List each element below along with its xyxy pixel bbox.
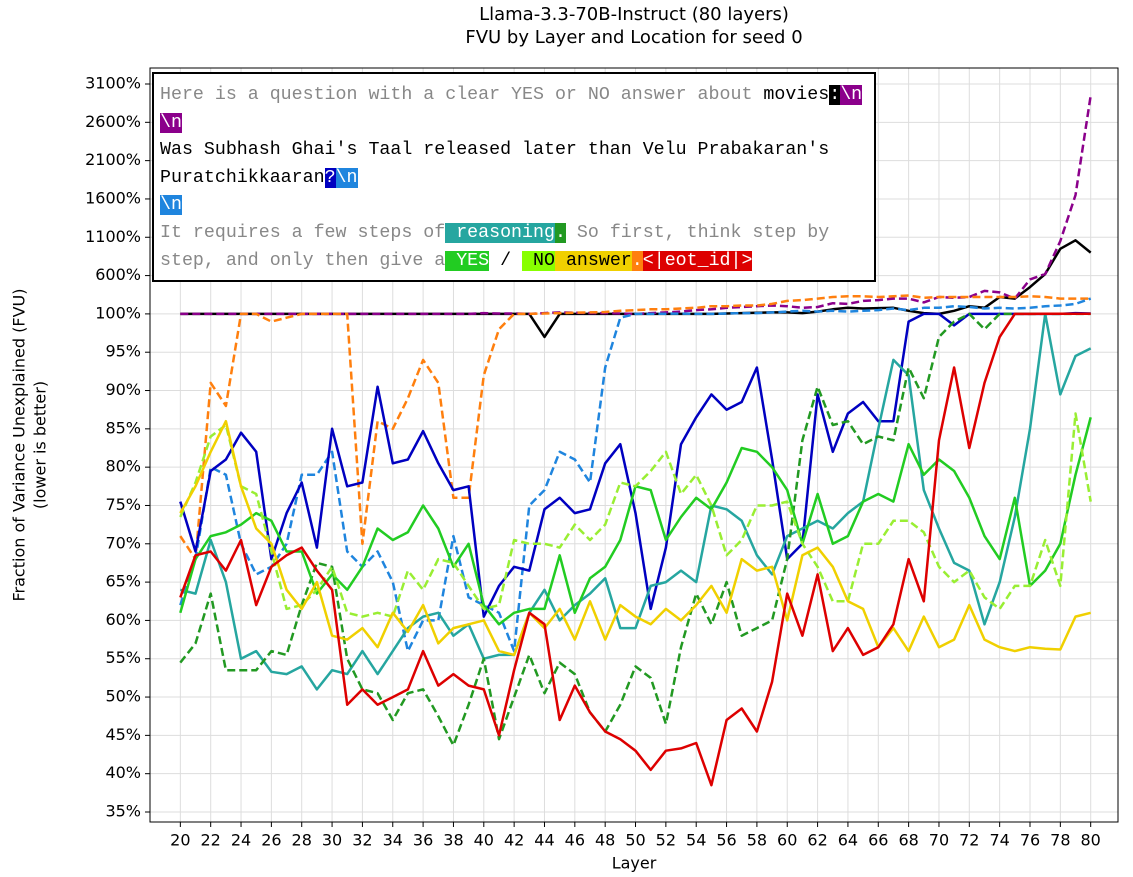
y-tick-label: 3100% [85,74,141,93]
prompt-text: Was Subhash Ghai's Taal released later t… [160,140,830,161]
prompt-line: \n [160,192,874,220]
x-tick-label: 30 [322,831,342,850]
x-tick-label: 28 [292,831,312,850]
y-tick-label: 75% [105,495,141,514]
highlighted-token: . [631,250,643,271]
x-tick-label: 44 [534,831,554,850]
y-tick-label: 95% [105,342,141,361]
y-tick-label: 40% [105,763,141,782]
x-tick-label: 38 [443,831,463,850]
series-line [179,419,1092,657]
series-line [179,312,1092,691]
x-tick-label: 72 [959,831,979,850]
prompt-text: / [489,250,523,271]
x-tick-label: 22 [201,831,221,850]
y-tick-label: 35% [105,802,141,821]
x-tick-label: 52 [656,831,676,850]
series-line [179,412,1092,618]
series-line [179,312,1091,747]
highlighted-token: reasoning [445,222,555,243]
highlighted-token: <|eot_id|> [642,250,753,271]
highlighted-token: ? [324,167,336,188]
x-tick-label: 50 [625,831,645,850]
x-tick-label: 42 [504,831,524,850]
y-tick-label: 600% [95,265,141,284]
plot-frame [149,67,1119,823]
highlighted-token: \n [840,85,863,105]
y-tick-label: 85% [105,418,141,437]
y-axis-label: Fraction of Variance Unexplained (FVU) [10,289,29,602]
x-axis-label: Layer [612,854,657,873]
series-line [179,294,1091,561]
x-tick-label: 46 [565,831,585,850]
prompt-text: Here is a question with a clear YES or N… [160,85,764,105]
chart-title: Llama-3.3-70B-Instruct (80 layers) [479,4,789,25]
highlighted-token: \n [335,167,358,188]
y-tick-label: 70% [105,533,141,552]
x-tick-label: 66 [868,831,888,850]
y-tick-label: 65% [105,572,141,591]
x-tick-label: 54 [686,831,706,850]
y-tick-label: 90% [105,380,141,399]
series-line [179,297,1092,653]
highlighted-token: : [829,85,841,105]
y-tick-label: 50% [105,687,141,706]
prompt-text: Puratchikkaaran [160,167,325,188]
x-tick-label: 60 [777,831,797,850]
x-tick-label: 34 [383,831,403,850]
prompt-line: \n [160,110,874,138]
highlighted-token: \n [160,112,182,133]
y-tick-label: 60% [105,610,141,629]
x-tick-label: 64 [838,831,858,850]
x-tick-label: 40 [474,831,494,850]
x-tick-label: 32 [352,831,372,850]
x-tick-label: 78 [1050,831,1070,850]
x-tick-label: 20 [170,831,190,850]
x-tick-label: 58 [747,831,767,850]
highlighted-token: YES [445,250,490,271]
y-tick-label: 1100% [85,227,141,246]
series-line [179,311,1091,618]
y-tick-label: 55% [105,648,141,667]
highlighted-token: NO [522,250,555,271]
y-tick-label: 2100% [85,150,141,169]
highlighted-token: answer [554,250,632,271]
x-tick-label: 26 [261,831,281,850]
highlighted-token: . [554,222,566,243]
x-tick-label: 24 [231,831,251,850]
x-tick-label: 56 [716,831,736,850]
x-tick-label: 76 [1020,831,1040,850]
highlighted-token: \n [160,195,182,216]
x-tick-label: 36 [413,831,433,850]
prompt-line: It requires a few steps of reasoning. So… [160,220,874,248]
prompt-line: Was Subhash Ghai's Taal released later t… [160,137,874,165]
prompt-text: movies [763,85,830,105]
y-tick-label: 2600% [85,112,141,131]
x-tick-label: 74 [989,831,1009,850]
prompt-text: So first, think step by [565,222,830,243]
series-line [179,312,1091,787]
prompt-box: Here is a question with a clear YES or N… [152,72,876,282]
prompt-line: step, and only then give a YES / NO answ… [160,248,874,276]
x-tick-label: 62 [807,831,827,850]
y-axis-label: (lower is better) [31,381,50,509]
y-tick-label: 1600% [85,188,141,207]
x-tick-label: 70 [929,831,949,850]
prompt-line: Puratchikkaaran?\n [160,165,874,193]
y-tick-label: 45% [105,725,141,744]
y-tick-label: 100% [95,303,141,322]
x-tick-label: 48 [595,831,615,850]
chart-subtitle: FVU by Layer and Location for seed 0 [465,27,802,48]
x-tick-label: 68 [898,831,918,850]
y-tick-label: 80% [105,457,141,476]
x-tick-label: 80 [1081,831,1101,850]
prompt-text: It requires a few steps of [160,222,446,243]
prompt-line: Here is a question with a clear YES or N… [160,82,874,110]
prompt-text: step, and only then give a [160,250,446,271]
